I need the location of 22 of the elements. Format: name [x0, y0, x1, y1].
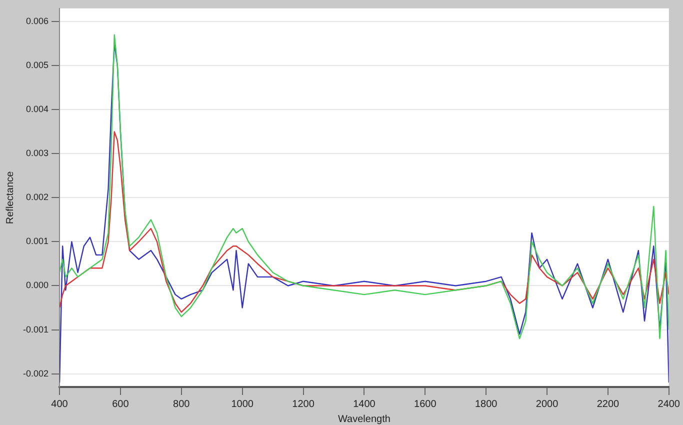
y-tick-label: 0.002 [26, 192, 49, 202]
x-tick-label: 600 [112, 398, 130, 410]
x-tick-label: 2400 [658, 398, 680, 410]
x-tick-label: 400 [51, 398, 68, 410]
y-tick-label: 0.001 [26, 236, 49, 246]
x-tick-label: 1400 [353, 398, 376, 410]
x-tick-label: 1000 [231, 398, 254, 410]
y-tick-label: 0.005 [26, 60, 49, 70]
x-tick-label: 2000 [536, 398, 559, 410]
y-tick-label: 0.006 [26, 16, 49, 26]
x-tick-label: 800 [173, 398, 190, 410]
y-tick-label: 0.004 [26, 104, 49, 114]
x-tick-label: 1600 [414, 398, 437, 410]
x-tick-label: 1800 [474, 398, 498, 410]
x-tick-label: 1200 [292, 398, 315, 410]
y-tick-label: -0.001 [22, 324, 49, 334]
x-axis-title: Wavelength [338, 414, 390, 425]
x-tick-label: 2200 [596, 398, 620, 410]
y-tick-label: -0.002 [22, 368, 49, 378]
y-tick-label: 0.003 [26, 148, 49, 158]
y-axis-title: Reflectance [4, 170, 16, 224]
y-tick-label: 0.000 [26, 280, 49, 290]
